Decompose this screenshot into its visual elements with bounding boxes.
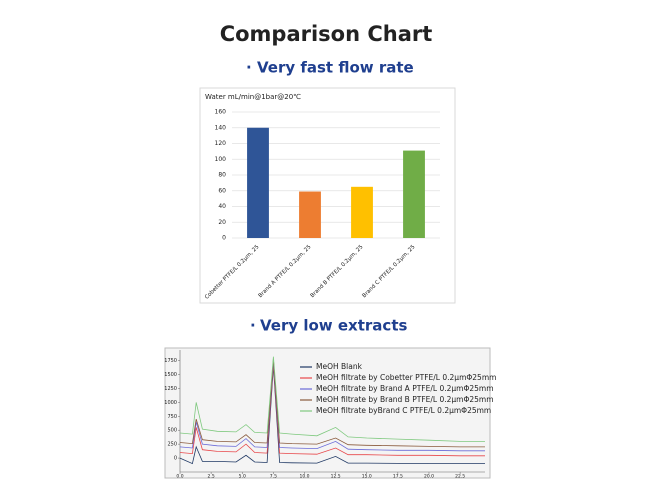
bullet: · [246,59,252,77]
y-tick-label: 1500 [164,372,177,378]
y-axis-label: Water mL/min@1bar@20℃ [205,93,301,101]
series-line [179,358,485,448]
y-tick-label: 1750 [164,358,177,364]
y-tick-label: 60 [218,187,226,194]
y-tick-label: 1000 [164,400,177,406]
x-tick-label: 5.0 [239,474,246,480]
x-tick-label: 12.5 [331,474,341,480]
y-tick-label: 40 [218,203,226,210]
x-tick-label: 0.0 [176,474,183,480]
series-line [179,356,485,442]
legend-label: MeOH filtrate by Brand B PTFE/L 0.2μmΦ25… [316,395,494,404]
legend-label: MeOH filtrate by Cobetter PTFE/L 0.2μmΦ2… [316,373,496,382]
y-tick-label: 100 [215,156,227,163]
bar [351,186,373,238]
legend-label: MeOH Blank [316,362,363,371]
y-tick-label: 160 [215,109,227,116]
y-tick-label: 80 [218,172,226,179]
chart-frame [164,347,491,479]
y-tick-label: 20 [218,219,226,226]
y-tick-label: 0 [174,456,177,462]
y-tick-label: 500 [167,428,177,434]
x-tick-label: 15.0 [362,474,372,480]
section-heading: Very low extracts [260,317,407,335]
x-tick-label: 10.0 [299,474,309,480]
y-tick-label: 750 [167,414,177,420]
y-tick-label: 0 [222,235,226,242]
y-tick-label: 140 [215,124,227,131]
bar [299,191,321,238]
bar [247,127,269,238]
y-tick-label: 250 [167,442,177,448]
legend-label: MeOH filtrate by Brand A PTFE/L 0.2μmΦ25… [316,384,494,393]
series-line [179,366,485,465]
bar [403,150,425,238]
x-tick-label: 20.0 [424,474,434,480]
bullet: · [250,317,256,335]
legend-label: MeOH filtrate byBrand C PTFE/L 0.2μmΦ25m… [316,406,491,415]
x-tick-label: 7.5 [270,474,277,480]
y-tick-label: 1250 [164,386,177,392]
section-heading: Very fast flow rate [257,59,414,77]
x-tick-label: 2.5 [208,474,215,480]
x-tick-label: 17.5 [393,474,403,480]
page-title: Comparison Chart [220,22,433,46]
y-tick-label: 120 [215,140,227,147]
x-tick-label: 22.5 [455,474,465,480]
